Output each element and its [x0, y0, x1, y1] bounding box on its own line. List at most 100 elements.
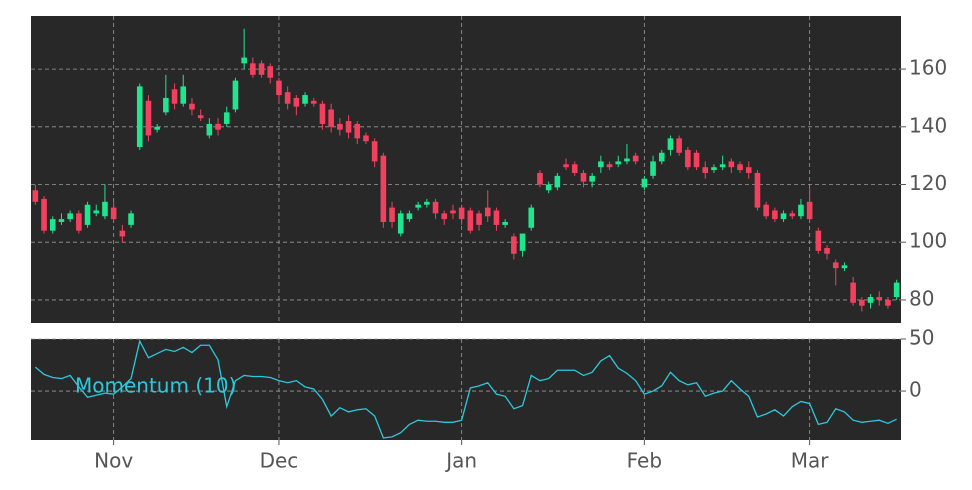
y-tick-label: 160 — [909, 56, 947, 80]
candle-body — [197, 115, 204, 119]
candle-body — [554, 175, 561, 188]
candle-body — [345, 121, 352, 133]
candle-body — [380, 155, 387, 223]
candle-body — [754, 172, 761, 208]
candle-body — [110, 207, 117, 220]
candle-body — [859, 299, 865, 306]
candle-body — [84, 204, 91, 225]
candle-body — [441, 213, 448, 220]
candle-body — [589, 175, 595, 182]
candle-body — [223, 112, 230, 124]
candle-body — [397, 213, 404, 234]
y-tick-label: 140 — [909, 113, 947, 137]
candle-body — [67, 213, 73, 220]
candle-body — [798, 204, 804, 217]
candle-body — [893, 282, 900, 298]
candle-body — [850, 282, 856, 303]
candle-body — [693, 152, 700, 168]
momentum-line — [34, 339, 897, 439]
candle-body — [780, 213, 787, 220]
candle-body — [824, 247, 830, 254]
candle-body — [484, 207, 491, 217]
candle-body — [93, 210, 100, 214]
candle-body — [624, 158, 630, 162]
candle-body — [432, 201, 439, 214]
candle-body — [232, 80, 239, 110]
candle-body — [145, 100, 152, 136]
candle-body — [685, 149, 691, 168]
candle-body — [49, 219, 56, 231]
candle-body — [728, 161, 735, 168]
candle-body — [389, 207, 395, 223]
candle-body — [302, 95, 308, 104]
candle-body — [215, 123, 221, 130]
candle-body — [876, 297, 883, 300]
candle-body — [310, 100, 317, 104]
candle-body — [450, 210, 456, 214]
candle-body — [772, 210, 778, 220]
candle-body — [545, 184, 552, 191]
candle-body — [250, 63, 256, 75]
candle-body — [832, 262, 839, 269]
candle-body — [867, 297, 874, 303]
y-tick-label: 120 — [909, 171, 947, 195]
candle-body — [154, 126, 160, 130]
candle-body — [371, 141, 378, 162]
price-panel — [31, 16, 901, 323]
candle-body — [284, 92, 291, 104]
candle-body — [58, 219, 65, 223]
candle-body — [406, 213, 413, 220]
candle-body — [702, 167, 709, 173]
candle-body — [719, 164, 726, 168]
candle-body — [502, 222, 508, 225]
candle-body — [163, 97, 169, 113]
candle-body — [667, 138, 674, 150]
candle-body — [737, 164, 743, 171]
candle-body — [745, 167, 752, 173]
y-tick-label: 100 — [909, 229, 947, 253]
candle-body — [319, 103, 326, 124]
candle-body — [136, 86, 143, 147]
candle-body — [841, 265, 848, 269]
candle-body — [171, 89, 178, 104]
candle-body — [41, 198, 47, 231]
candle-body — [241, 57, 247, 64]
candle-body — [815, 230, 822, 251]
x-tick-label: Jan — [444, 449, 477, 473]
candle-body — [606, 164, 613, 168]
candle-body — [789, 213, 796, 217]
candle-body — [711, 167, 717, 171]
candle-body — [885, 299, 891, 306]
candle-body — [641, 178, 648, 188]
candle-body — [676, 138, 682, 153]
x-tick-label: Mar — [791, 449, 830, 473]
candle-body — [615, 161, 622, 165]
candle-body — [354, 123, 361, 139]
candle-body — [189, 103, 195, 110]
candle-body — [328, 109, 334, 127]
candle-body — [424, 201, 430, 205]
candle-body — [119, 230, 126, 237]
momentum-panel — [31, 339, 901, 440]
candle-body — [363, 135, 369, 142]
y-tick-label: 80 — [909, 286, 934, 310]
candle-body — [415, 204, 421, 208]
candle-body — [180, 86, 187, 104]
candle-body — [76, 213, 82, 231]
candle-body — [580, 172, 587, 182]
candle-body — [632, 155, 639, 162]
candle-body — [258, 63, 265, 75]
candle-body — [467, 210, 474, 231]
candle-body — [563, 164, 569, 168]
y-tick-label: 50 — [909, 326, 934, 350]
candle-body — [32, 190, 39, 202]
candle-body — [128, 213, 134, 225]
y-tick-label: 0 — [909, 378, 922, 402]
candle-body — [528, 207, 535, 228]
candle-body — [206, 123, 213, 136]
candle-body — [658, 152, 665, 162]
candle-body — [267, 66, 274, 78]
candle-body — [293, 97, 300, 107]
candle-body — [276, 80, 282, 96]
candle-body — [337, 123, 343, 130]
